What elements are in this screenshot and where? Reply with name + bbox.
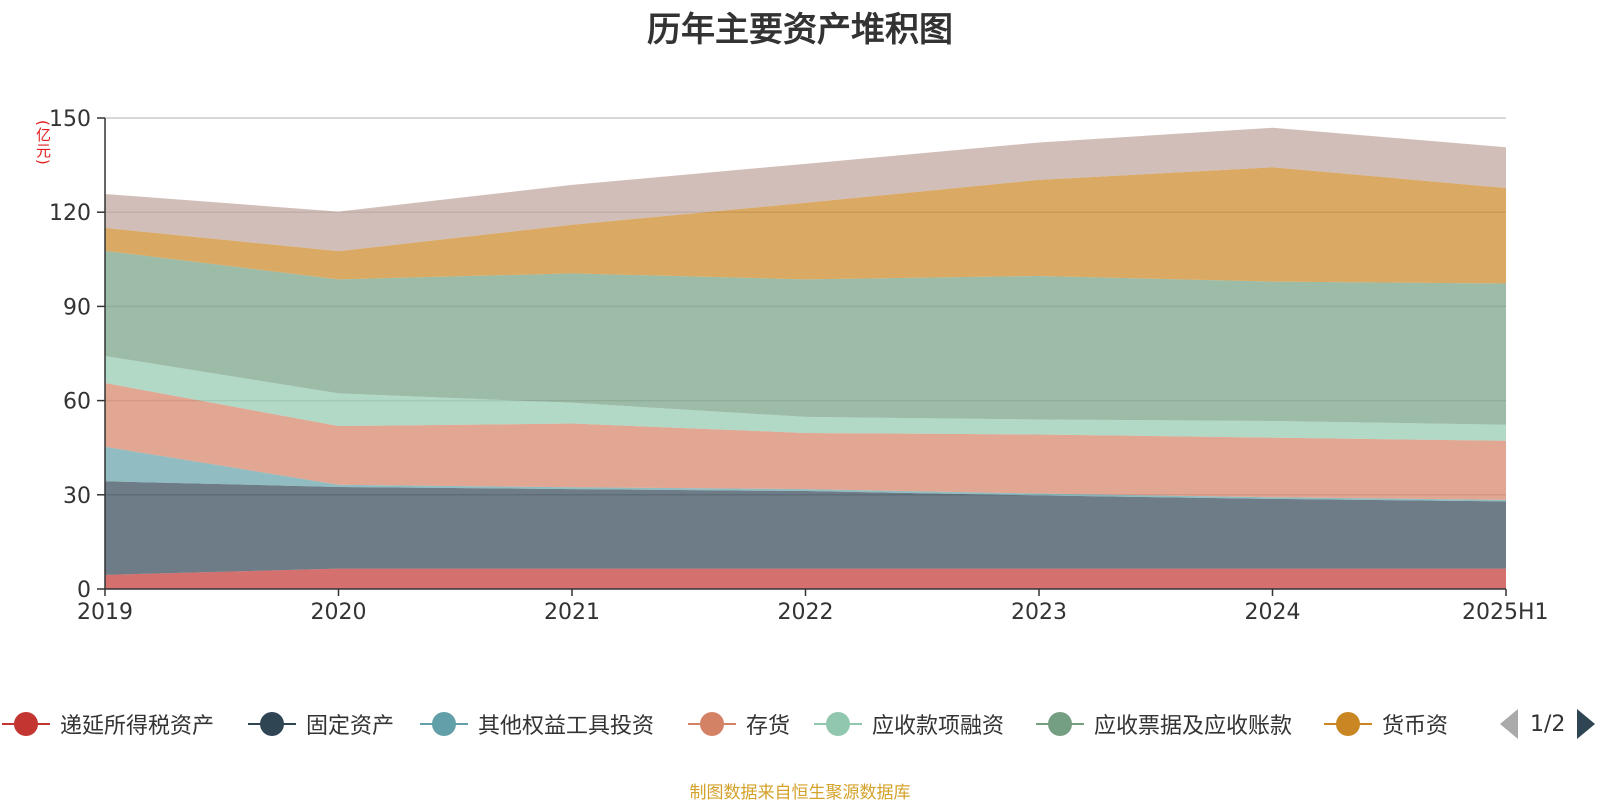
legend-label: 其他权益工具投资 [478,714,655,739]
x-tick-label: 2019 [77,600,133,625]
x-tick-label: 2021 [544,600,600,625]
legend-marker-icon [246,704,298,744]
legend-marker-icon [686,704,738,744]
area-series [105,250,1506,425]
y-tick-label: 60 [63,390,91,415]
legend-label: 应收款项融资 [872,714,1005,739]
area-series [105,446,1506,502]
legend-item-notes-and-accounts-receivable[interactable]: 应收票据及应收账款 [1034,704,1292,744]
y-tick-label: 90 [63,295,91,320]
x-tick-label: 2024 [1245,600,1301,625]
legend-label: 固定资产 [306,714,395,739]
legend-item-cash[interactable]: 货币资 [1322,704,1448,744]
legend-label: 存货 [746,714,791,739]
y-axis-unit-label: (亿元) [34,120,52,166]
axes: 0 30 60 90 120 150 2019 2020 2021 2022 2023 2024 202… [49,107,1549,625]
legend-label: 递延所得税资产 [60,714,215,739]
x-tick-label: 2023 [1011,600,1067,625]
x-tick-label: 2020 [311,600,367,625]
area-series-layer [105,127,1506,589]
area-series [105,127,1506,252]
area-series [105,383,1506,500]
legend-page-indicator: 1/2 [1530,711,1566,737]
legend-marker-icon [418,704,470,744]
legend-item-fixed-assets[interactable]: 固定资产 [246,704,394,744]
legend-marker-icon [812,704,864,744]
legend-item-other-equity-investments[interactable]: 其他权益工具投资 [418,704,654,744]
y-tick-label: 150 [49,107,91,132]
data-source-footer: 制图数据来自恒生聚源数据库 [689,783,911,803]
stacked-area-chart: 0 30 60 90 120 150 2019 2020 2021 2022 2023 2024 202… [49,107,1549,625]
legend-label: 货币资 [1382,714,1449,739]
legend-item-inventory[interactable]: 存货 [686,704,790,744]
legend-pager: 1/2 [1500,704,1596,744]
previous-page-icon[interactable] [1500,709,1518,739]
y-tick-label: 30 [63,484,91,509]
area-series [105,356,1506,441]
area-series [105,167,1506,284]
legend-item-receivables-financing[interactable]: 应收款项融资 [812,704,1004,744]
area-series [105,568,1506,589]
legend-label: 应收票据及应收账款 [1094,714,1293,739]
area-series [105,481,1506,575]
chart-title: 历年主要资产堆积图 [647,10,953,50]
x-tick-label: 2025H1 [1462,600,1549,625]
legend-marker-icon [1034,704,1086,744]
legend-marker-icon [0,704,52,744]
next-page-icon[interactable] [1577,709,1596,739]
legend: 递延所得税资产 固定资产 其他权益工具投资 存货 应收款项融资 应收票据及应收账… [0,704,1600,744]
y-tick-label: 0 [77,578,91,603]
legend-item-deferred-tax-assets[interactable]: 递延所得税资产 [0,704,214,744]
legend-marker-icon [1322,704,1374,744]
y-tick-label: 120 [49,201,91,226]
x-tick-label: 2022 [778,600,834,625]
